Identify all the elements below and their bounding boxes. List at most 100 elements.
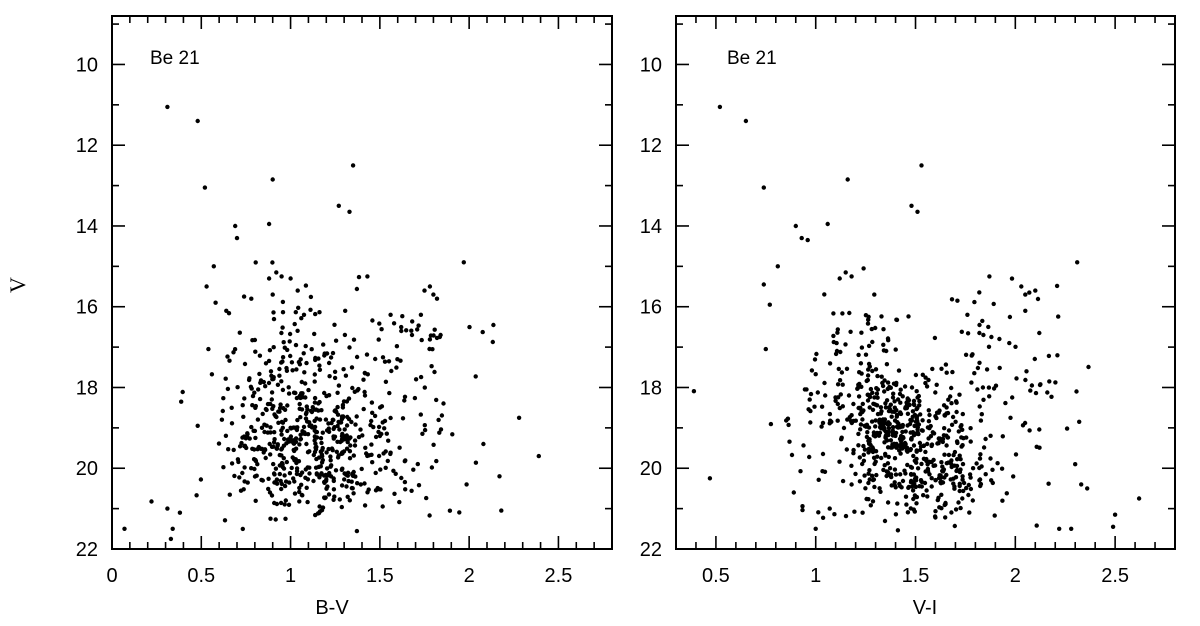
data-point [847,310,852,316]
data-point [858,427,863,432]
data-point [986,385,992,390]
data-point [233,223,238,229]
data-point [281,443,287,448]
data-point [536,453,541,459]
data-point [229,421,235,426]
data-point [240,526,245,532]
data-point [867,364,872,369]
data-point [912,402,917,408]
data-point [240,435,245,440]
data-point [903,471,908,476]
right-panel-vi: Be 21 V-I 0.5 1 1.5 2 2.5 10 12 14 16 18 20 22 [640,15,1176,619]
data-point [319,452,325,457]
data-point [944,443,949,448]
data-point [955,457,960,462]
data-point [862,447,868,452]
data-point [995,461,1000,466]
x-tick-label: 1.5 [366,565,394,587]
data-point [1000,498,1005,503]
data-point [837,276,842,281]
data-point [890,395,896,400]
data-point [285,403,290,408]
data-point [252,390,257,395]
left-axis-ticks [111,16,613,550]
data-point [384,431,389,436]
data-point [298,436,304,442]
data-point [860,510,865,515]
data-point [827,506,832,511]
data-point [269,390,275,395]
data-point [227,358,232,363]
data-point [122,526,127,531]
data-point [361,377,366,382]
data-point [885,438,890,443]
data-point [1053,380,1058,385]
data-point [906,484,912,490]
right-tick-labels: 0.5 1 1.5 2 2.5 10 12 14 16 18 20 22 [640,54,1129,587]
data-point [989,334,994,340]
data-point [447,508,453,513]
data-point [889,474,894,480]
data-point [1046,481,1051,486]
data-point [271,345,276,350]
data-point [242,361,248,367]
data-point [936,475,942,481]
data-point [809,368,815,373]
data-point [897,436,903,442]
data-point [313,311,318,317]
data-point [851,418,856,424]
data-point [294,367,299,372]
data-point [280,325,285,330]
data-point [338,420,344,425]
data-point [843,342,848,347]
data-point [324,428,330,433]
data-point [220,408,225,414]
data-point [348,435,353,440]
data-point [997,336,1002,342]
data-point [461,260,466,265]
data-point [292,425,298,430]
data-point [227,492,232,497]
data-point [345,494,350,499]
data-point [872,395,877,400]
data-point [869,326,874,332]
data-point [885,380,891,385]
data-point [297,499,302,504]
data-point [209,372,215,377]
data-point [252,447,257,452]
data-point [849,413,854,418]
data-point [785,416,791,421]
data-point [912,493,918,498]
data-point [833,398,838,403]
data-point [960,474,965,479]
data-point [1110,524,1116,529]
data-point [865,430,870,435]
data-point [281,340,286,345]
data-point [869,419,875,424]
data-point [436,417,441,423]
data-point [404,328,409,333]
data-point [870,368,875,374]
data-point [933,390,938,395]
data-point [334,449,339,454]
data-point [326,393,332,398]
data-point [410,319,415,324]
data-point [914,460,919,465]
data-point [279,453,284,458]
data-point [302,370,307,375]
data-point [294,395,300,401]
data-point [961,436,966,441]
data-point [372,413,378,419]
data-point [881,327,886,332]
data-point [874,472,879,478]
data-point [403,487,408,492]
data-point [333,408,338,413]
data-point [953,507,959,512]
data-point [165,104,170,110]
data-point [988,456,993,461]
data-point [257,371,262,377]
data-point [908,506,913,511]
data-point [236,459,241,465]
data-point [273,517,278,522]
data-point [910,409,916,414]
